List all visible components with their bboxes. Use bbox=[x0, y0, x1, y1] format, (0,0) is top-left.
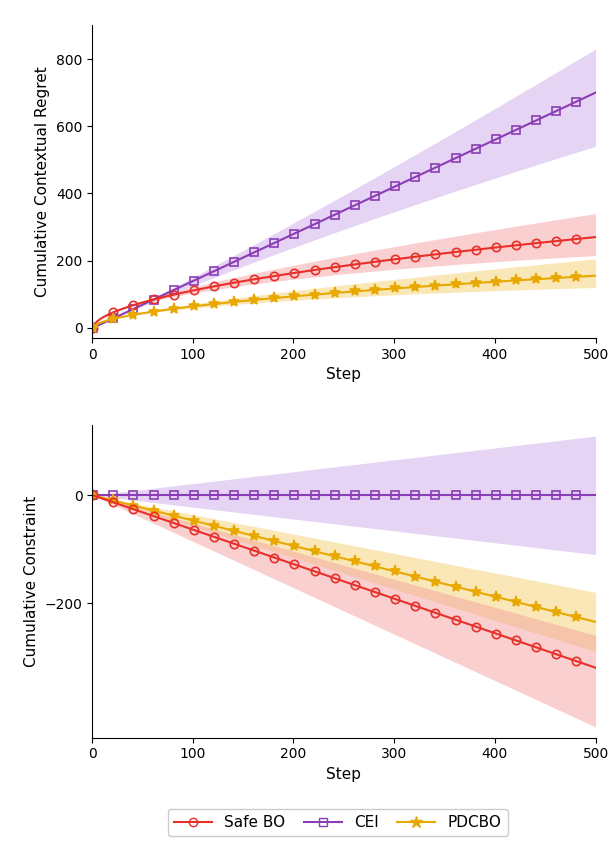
Y-axis label: Cumulative Constraint: Cumulative Constraint bbox=[24, 496, 39, 667]
X-axis label: Step: Step bbox=[326, 767, 362, 782]
Legend: Safe BO, CEI, PDCBO: Safe BO, CEI, PDCBO bbox=[168, 809, 508, 836]
X-axis label: Step: Step bbox=[326, 367, 362, 382]
Y-axis label: Cumulative Contextual Regret: Cumulative Contextual Regret bbox=[36, 66, 50, 297]
